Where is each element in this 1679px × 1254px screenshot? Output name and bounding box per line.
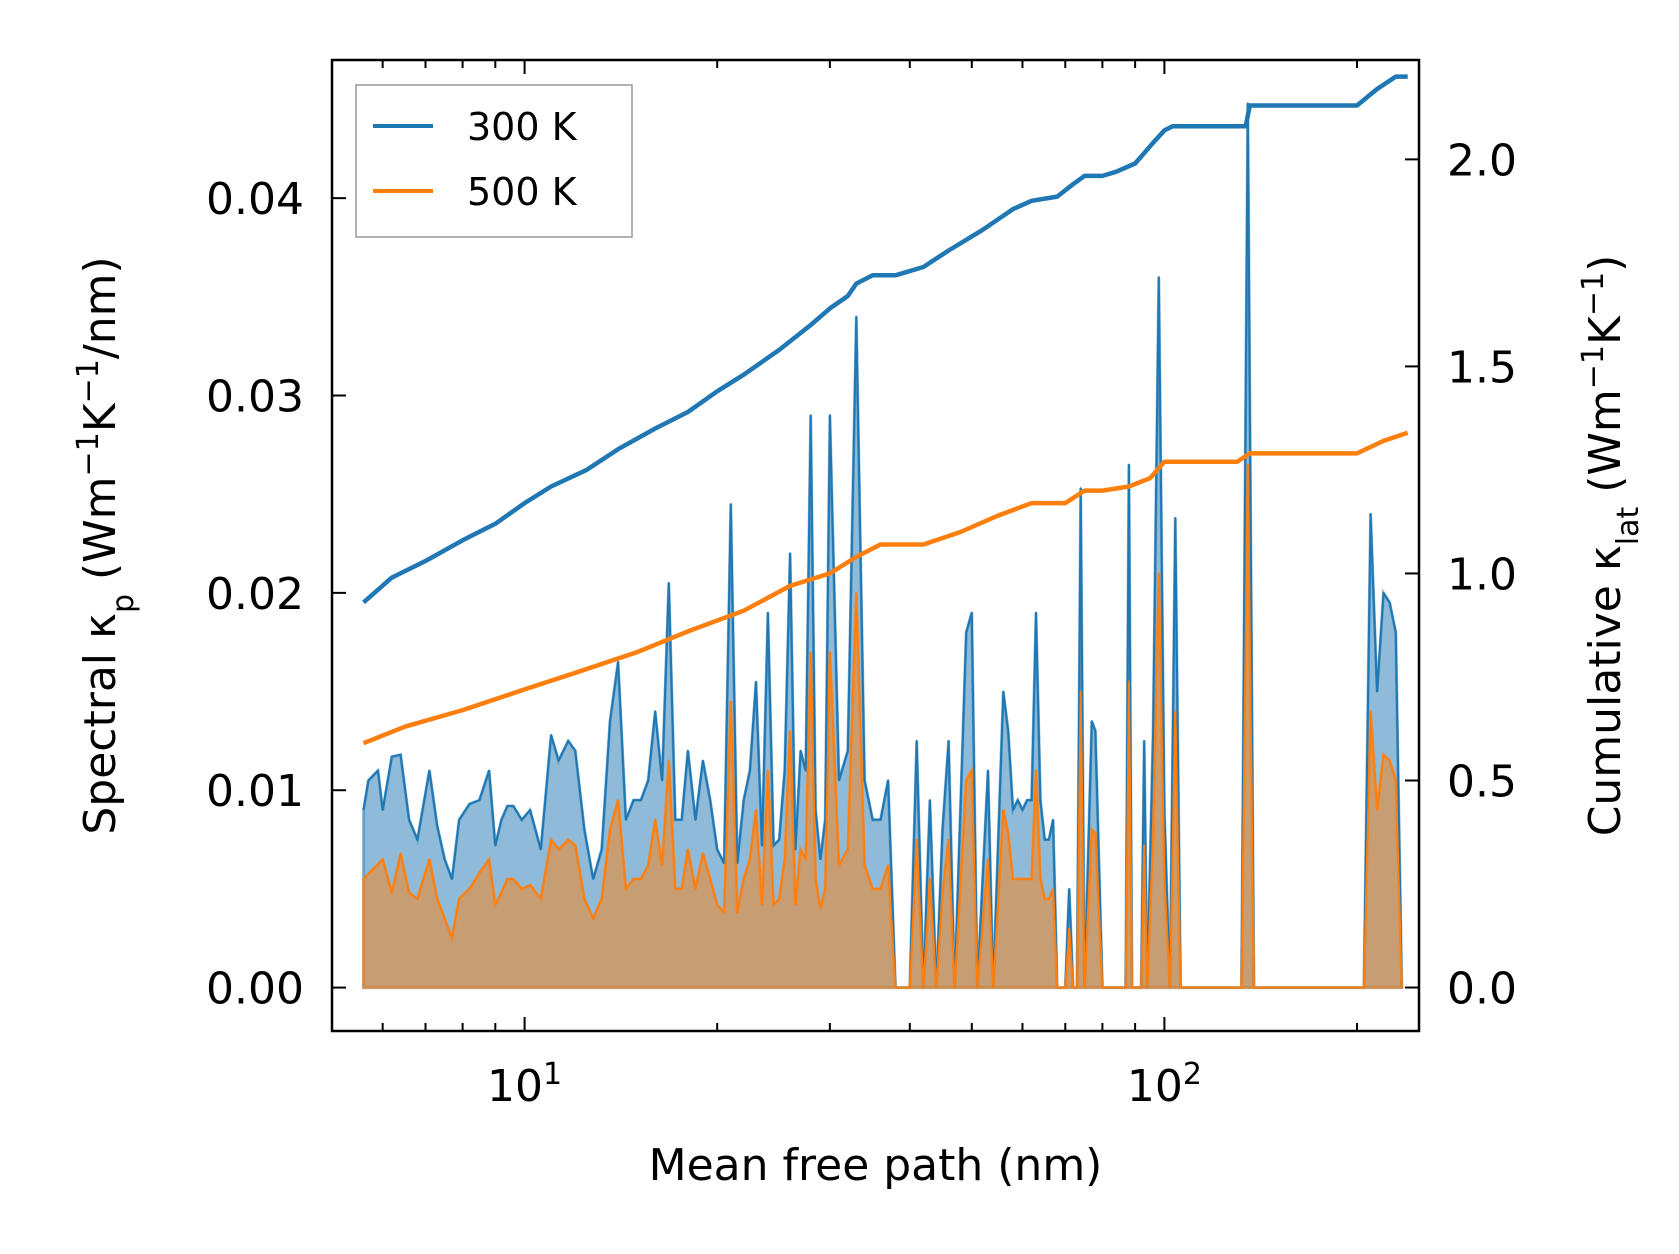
spectral-line-300k	[362, 102, 1403, 989]
tick-label-group: 101 102 0.00 0.01 0.02 0.03 0.04 0.0 0.5 1.0 1.5 2.…	[206, 135, 1517, 1112]
legend-label-500k: 500 K	[467, 170, 578, 214]
x-tick-label: 102	[1127, 1057, 1202, 1113]
y-axis-left-label: Spectral κp (Wm−1K−1/nm)	[71, 256, 141, 834]
y-left-tick-label: 0.03	[206, 372, 304, 423]
y-right-tick-label: 1.5	[1447, 342, 1517, 393]
y-left-tick-label: 0.00	[206, 964, 304, 1015]
y-left-tick-label: 0.04	[206, 174, 304, 225]
plot-frame	[330, 58, 1421, 1033]
x-axis-label: Mean free path (nm)	[649, 1140, 1103, 1191]
legend-box	[355, 84, 633, 238]
y-right-tick-label: 2.0	[1447, 135, 1517, 186]
y-right-tick-label: 0.5	[1447, 756, 1517, 807]
y-right-tick-label: 0.0	[1447, 964, 1517, 1015]
cumulative-line-group	[362, 74, 1409, 746]
cumulative-line-500k	[362, 430, 1409, 746]
y-axis-right-label: Cumulative κlat (Wm−1K−1)	[1576, 255, 1646, 837]
legend: 300 K 500 K	[355, 84, 633, 238]
y-right-tick-label: 1.0	[1447, 549, 1517, 600]
y-left-tick-label: 0.01	[206, 766, 304, 817]
tick-group	[331, 60, 1419, 1031]
y-left-tick-label: 0.02	[206, 569, 304, 620]
spectral-line-group	[362, 102, 1403, 989]
legend-label-300k: 300 K	[467, 105, 578, 149]
spectral-line-500k	[362, 463, 1403, 989]
x-tick-label: 101	[487, 1057, 562, 1113]
cumulative-line-300k	[362, 74, 1408, 605]
